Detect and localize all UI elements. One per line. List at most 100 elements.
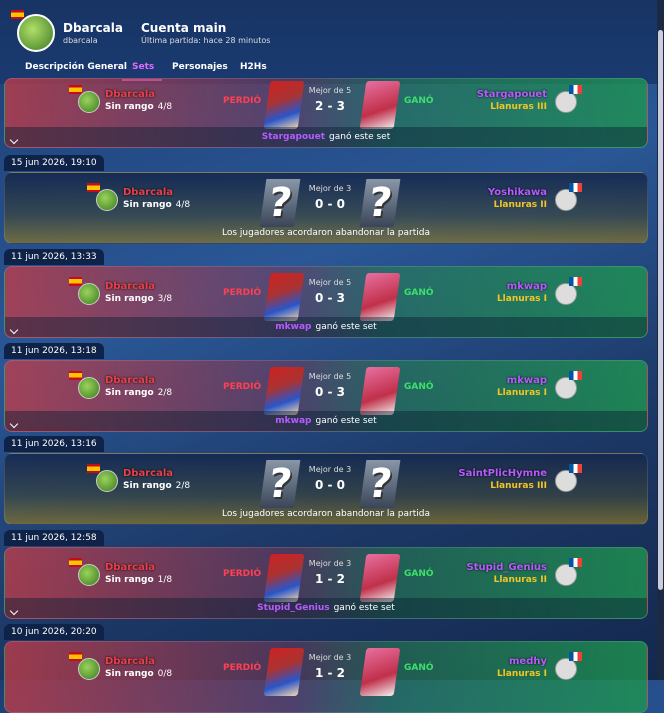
opponent-name: mkwap: [506, 374, 547, 386]
tab[interactable]: Descripción General: [25, 62, 127, 72]
opponent-avatar: [555, 564, 577, 587]
set-format: Mejor de 5: [308, 86, 352, 95]
player-rank: Sin rango 3/8: [105, 294, 172, 304]
character: [359, 81, 401, 129]
flag: [69, 558, 82, 568]
footer-text: ganó este set: [333, 603, 395, 614]
set-format: Mejor de 3: [308, 184, 352, 193]
avatar: [17, 14, 55, 52]
player-avatar: [96, 470, 118, 493]
set-footer: Los jugadores acordaron abandonar la par…: [5, 223, 647, 243]
set-footer: mkwap ganó este set: [5, 410, 647, 431]
opponent-rank: Llanuras II: [493, 575, 547, 586]
set-footer: Los jugadores acordaron abandonar la par…: [5, 504, 647, 524]
player-name: Dbarcala: [105, 562, 155, 574]
player-name: Dbarcala: [105, 374, 155, 386]
winner-name: Stupid_Genius: [257, 603, 330, 614]
opponent-avatar: [555, 282, 577, 305]
unknown-character: ?: [359, 460, 401, 509]
player-rank: Sin rango 2/8: [105, 388, 172, 398]
rank-name: Sin rango: [105, 102, 154, 112]
player-rank: Sin rango 1/8: [105, 575, 172, 585]
tab-active[interactable]: Sets: [132, 62, 155, 72]
result-lost: PERDIÓ: [223, 569, 262, 580]
rank-progress: 4/8: [175, 200, 191, 210]
flag: [569, 558, 582, 568]
opponent-avatar: [555, 91, 577, 113]
footer-text: Los jugadores acordaron abandonar la par…: [222, 228, 430, 238]
player-avatar: [78, 376, 100, 399]
opponent-name: Stupid_Genius: [466, 562, 547, 574]
player-avatar: [78, 91, 100, 113]
opponent-rank: Llanuras III: [490, 481, 547, 492]
player-rank: Sin rango 4/8: [105, 102, 172, 112]
footer-text: ganó este set: [315, 321, 377, 332]
tab[interactable]: Personajes: [172, 62, 228, 72]
rank-progress: 2/8: [175, 481, 191, 492]
character: [359, 648, 401, 696]
player-avatar: [78, 282, 100, 305]
result-lost: PERDIÓ: [223, 287, 262, 298]
flag: [569, 183, 582, 192]
tab[interactable]: H2Hs: [240, 62, 267, 72]
player-name: Dbarcala: [123, 187, 173, 198]
player-avatar: [96, 189, 118, 211]
player-name: Dbarcala: [105, 89, 155, 100]
set-date: 10 jun 2026, 20:20: [4, 624, 104, 640]
set-card[interactable]: Dbarcala Sin rango 1/8 PERDIÓ GANÓ Mejor de 3…: [4, 547, 648, 620]
set-card[interactable]: Dbarcala Sin rango 3/8 PERDIÓ GANÓ Mejor de 5…: [4, 265, 648, 338]
opponent-rank: Llanuras I: [496, 669, 547, 679]
set-score: 0 - 0: [314, 197, 346, 211]
set-card[interactable]: Dbarcala Sin rango 2/8 PERDIÓ GANÓ Mejor de 5…: [4, 359, 648, 432]
opponent-rank: Llanuras I: [496, 293, 547, 304]
opponent-name: Yoshikawa: [487, 187, 547, 198]
set-card[interactable]: Dbarcala Sin rango 4/8?? Mejor de 3 0 - 0 Yos…: [4, 172, 648, 244]
result-lost: PERDIÓ: [223, 96, 262, 106]
set-card[interactable]: Dbarcala Sin rango 0/8 PERDIÓ GANÓ Mejor de 3…: [4, 641, 648, 713]
player-avatar: [78, 564, 100, 587]
player-name: Dbarcala: [105, 656, 155, 667]
profile-name: Dbarcala: [63, 21, 123, 35]
player-rank: Sin rango 4/8: [123, 200, 190, 210]
set-card[interactable]: Dbarcala Sin rango 2/8?? Mejor de 3 0 - 0 Sai…: [4, 453, 648, 526]
flag: [87, 464, 100, 474]
player-name: Dbarcala: [105, 280, 155, 292]
flag: [69, 652, 82, 661]
rank-progress: 2/8: [157, 387, 173, 398]
winner-name: mkwap: [275, 415, 312, 426]
set-format: Mejor de 3: [308, 465, 352, 475]
flag: [569, 370, 582, 380]
last-match: Última partida: hace 28 minutos: [141, 36, 271, 45]
opponent-avatar: [555, 470, 577, 493]
opponent-name: medhy: [509, 656, 547, 667]
character: [263, 366, 305, 415]
player-rank: Sin rango 0/8: [105, 669, 172, 679]
set-score: 2 - 3: [314, 99, 346, 113]
result-won: GANÓ: [404, 569, 434, 580]
player-rank: Sin rango 2/8: [123, 481, 190, 491]
set-score: 1 - 2: [314, 666, 346, 680]
set-card[interactable]: Dbarcala Sin rango 4/8 PERDIÓ GANÓ Mejor de 5…: [4, 78, 648, 148]
opponent-rank: Llanuras II: [493, 200, 547, 210]
result-lost: PERDIÓ: [223, 663, 262, 673]
set-format: Mejor de 3: [308, 653, 352, 662]
set-date: 15 jun 2026, 19:10: [4, 155, 104, 171]
rank-progress: 3/8: [157, 293, 173, 304]
unknown-character: ?: [259, 179, 301, 227]
result-won: GANÓ: [404, 287, 434, 298]
flag: [69, 85, 82, 94]
character: [263, 272, 305, 321]
set-footer: mkwap ganó este set: [5, 316, 647, 337]
set-footer: Stargapouet ganó este set: [5, 127, 647, 147]
result-won: GANÓ: [404, 96, 434, 106]
rank-progress: 0/8: [157, 669, 173, 679]
opponent-name: SaintPlicHymne: [458, 468, 547, 480]
character: [263, 554, 305, 603]
rank-progress: 4/8: [157, 102, 173, 112]
flag: [569, 652, 582, 661]
header: Dbarcala dbarcala Cuenta main Última par…: [0, 0, 664, 84]
set-format: Mejor de 5: [308, 371, 352, 381]
flag: [569, 85, 582, 94]
set-score: 0 - 0: [314, 478, 346, 493]
